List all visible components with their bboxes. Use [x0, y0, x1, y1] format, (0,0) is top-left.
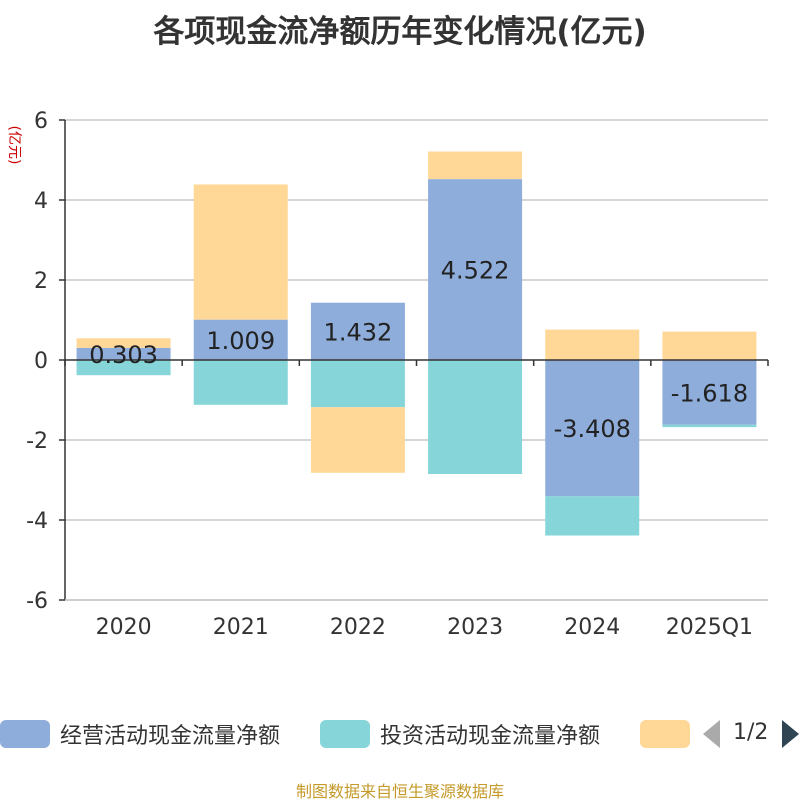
bar-2024-series-0[interactable] — [545, 360, 640, 497]
x-tick-label-2025Q1: 2025Q1 — [666, 615, 753, 640]
x-tick-label-2020: 2020 — [96, 615, 152, 640]
y-tick-label: 6 — [34, 109, 48, 134]
y-tick-label: 2 — [34, 269, 48, 294]
y-tick-label: -6 — [26, 589, 48, 614]
legend-label-investing: 投资活动现金流量净额 — [380, 724, 601, 749]
x-tick-label-2021: 2021 — [213, 615, 269, 640]
bar-2023-series-2[interactable] — [428, 151, 523, 180]
legend: 经营活动现金流量净额 投资活动现金流量净额 1/2 — [0, 714, 800, 754]
data-label-2024: -3.408 — [554, 415, 631, 443]
y-tick-label: -4 — [26, 509, 48, 534]
bar-2023-series-1[interactable] — [428, 360, 523, 474]
y-tick-label: 4 — [34, 189, 48, 214]
bar-2023-series-0[interactable] — [428, 179, 523, 360]
bar-2025Q1-series-0[interactable] — [662, 360, 757, 425]
legend-swatch-financing — [640, 720, 690, 748]
legend-item-financing[interactable] — [640, 714, 690, 754]
data-label-2021: 1.009 — [206, 327, 275, 355]
bar-2020-series-2[interactable] — [76, 338, 171, 348]
legend-next-icon[interactable] — [782, 720, 799, 748]
data-label-2023: 4.522 — [441, 257, 510, 285]
y-tick-label: -2 — [26, 429, 48, 454]
legend-swatch-operating — [0, 720, 50, 748]
bar-2021-series-2[interactable] — [193, 184, 288, 320]
bar-2024-series-2[interactable] — [545, 329, 640, 360]
legend-page-indicator: 1/2 — [733, 720, 769, 745]
x-tick-label-2022: 2022 — [330, 615, 386, 640]
bar-2024-series-1[interactable] — [545, 496, 640, 536]
x-tick-label-2024: 2024 — [564, 615, 620, 640]
legend-label-operating: 经营活动现金流量净额 — [60, 724, 281, 749]
data-label-2025Q1: -1.618 — [671, 379, 748, 407]
bar-2020-series-0[interactable] — [76, 347, 171, 360]
source-note: 制图数据来自恒生聚源数据库 — [295, 782, 504, 801]
bar-2022-series-0[interactable] — [310, 302, 405, 360]
data-label-2020: 0.303 — [89, 341, 158, 369]
bar-2022-series-1[interactable] — [310, 360, 405, 408]
chart-title: 各项现金流净额历年变化情况(亿元) — [153, 14, 647, 50]
data-label-2022: 1.432 — [324, 318, 393, 346]
legend-item-operating[interactable]: 经营活动现金流量净额 — [0, 714, 280, 754]
bar-2020-series-1[interactable] — [76, 360, 171, 376]
legend-item-investing[interactable]: 投资活动现金流量净额 — [320, 714, 600, 754]
x-tick-label-2023: 2023 — [447, 615, 503, 640]
bar-2025Q1-series-2[interactable] — [662, 331, 757, 360]
legend-prev-icon[interactable] — [703, 720, 720, 748]
legend-swatch-investing — [320, 720, 370, 748]
y-tick-label: 0 — [34, 349, 48, 374]
bar-2025Q1-series-1[interactable] — [662, 424, 757, 428]
bar-2021-series-0[interactable] — [193, 319, 288, 360]
y-axis-label: (亿元) — [6, 126, 22, 165]
bar-2022-series-2[interactable] — [310, 407, 405, 473]
bar-2021-series-1[interactable] — [193, 360, 288, 405]
